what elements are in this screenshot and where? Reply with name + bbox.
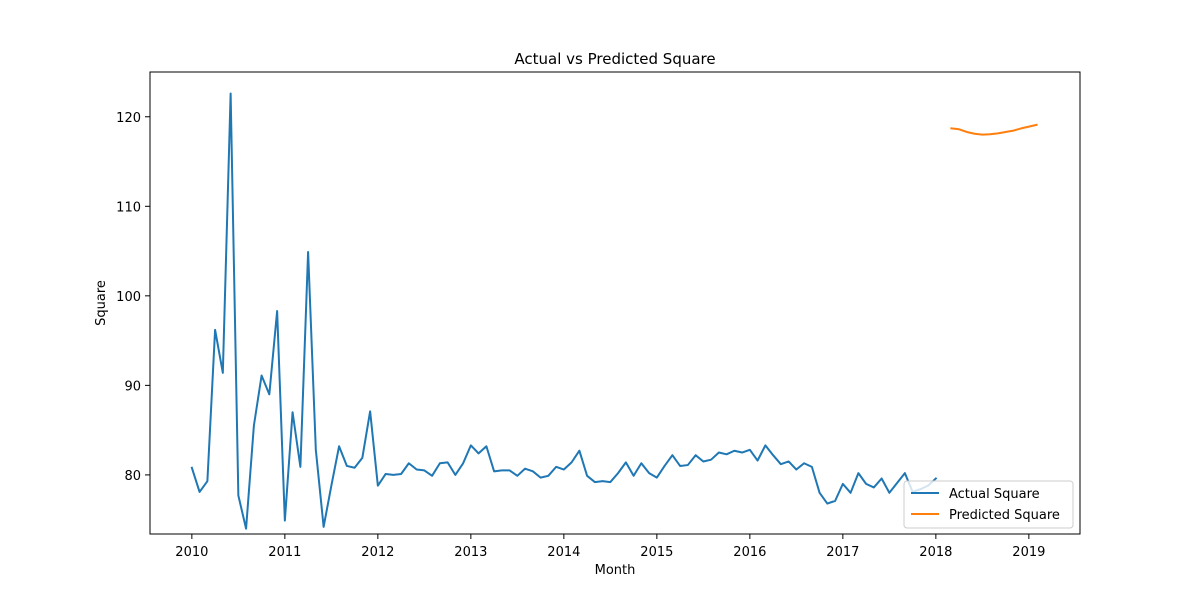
- plot-frame: [149, 71, 1081, 535]
- y-tick-label: 110: [116, 200, 141, 215]
- legend: Actual Square Predicted Square: [903, 480, 1074, 529]
- legend-label-actual: Actual Square: [949, 487, 1040, 502]
- x-tick-label: 2013: [454, 545, 487, 560]
- x-tick-label: 2016: [733, 545, 766, 560]
- x-tick-label: 2012: [361, 545, 394, 560]
- series-line-actual: [190, 92, 938, 530]
- y-tick-label: 90: [124, 379, 141, 394]
- y-axis: 80 90 100 110 120: [116, 111, 150, 484]
- x-tick-label: 2017: [826, 545, 859, 560]
- x-tick-label: 2011: [268, 545, 301, 560]
- legend-box: [903, 480, 1074, 529]
- chart-title: Actual vs Predicted Square: [514, 50, 715, 68]
- y-axis-label: Square: [94, 280, 109, 326]
- y-tick-label: 80: [124, 469, 141, 484]
- x-tick-label: 2010: [175, 545, 208, 560]
- legend-label-predicted: Predicted Square: [949, 508, 1060, 523]
- x-axis-label: Month: [595, 563, 636, 578]
- y-tick-label: 100: [116, 290, 141, 305]
- x-tick-label: 2018: [919, 545, 952, 560]
- x-tick-label: 2015: [640, 545, 673, 560]
- x-tick-label: 2014: [547, 545, 580, 560]
- x-axis: 2010 2011 2012 2013 2014 2015 2016 2017 2018 2019: [175, 534, 1045, 560]
- plot-layer: [190, 92, 1038, 530]
- series-line-predicted: [950, 123, 1038, 136]
- x-tick-label: 2019: [1012, 545, 1045, 560]
- y-tick-label: 120: [116, 111, 141, 126]
